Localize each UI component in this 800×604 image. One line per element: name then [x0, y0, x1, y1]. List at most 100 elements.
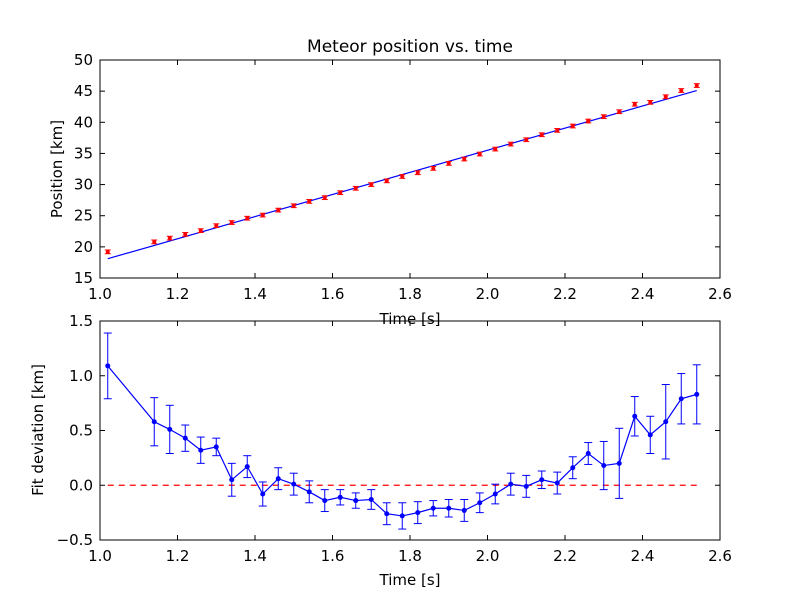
deviation-point	[554, 480, 560, 486]
position-point	[555, 128, 560, 133]
x-tick-label: 2.6	[708, 547, 732, 565]
position-point	[400, 174, 405, 179]
position-point	[524, 137, 529, 142]
deviation-point	[353, 498, 359, 504]
x-tick-label: 1.6	[321, 285, 345, 303]
deviation-x-axis-label: Time [s]	[379, 571, 441, 589]
x-tick-label: 1.8	[398, 547, 422, 565]
position-chart-title: Meteor position vs. time	[307, 37, 513, 57]
deviation-point	[167, 426, 173, 432]
position-point	[369, 182, 374, 187]
position-point	[617, 109, 622, 114]
position-point	[508, 142, 513, 147]
position-point	[415, 170, 420, 175]
x-tick-label: 2.4	[631, 547, 655, 565]
position-axes: 1.0 1.2 1.4 1.6 1.8 2.0 2.2 2.4 2.6 15 20 25 30 35 40 4…	[74, 51, 732, 303]
deviation-point	[260, 491, 266, 497]
deviation-point	[399, 513, 405, 519]
deviation-point	[461, 507, 467, 513]
x-tick-label: 1.0	[88, 547, 112, 565]
position-point	[322, 195, 327, 200]
position-point	[338, 190, 343, 195]
deviation-point	[151, 419, 157, 425]
deviation-point	[539, 477, 545, 483]
x-tick-label: 2.0	[476, 547, 500, 565]
position-point	[198, 228, 203, 233]
deviation-point	[229, 477, 235, 483]
position-point	[462, 157, 467, 162]
position-point	[632, 102, 637, 107]
deviation-point	[384, 511, 390, 517]
x-tick-label: 2.0	[476, 285, 500, 303]
deviation-point	[198, 447, 204, 453]
deviation-point	[694, 391, 700, 397]
deviation-point	[213, 444, 219, 450]
deviation-point	[446, 505, 452, 511]
deviation-point	[585, 450, 591, 456]
x-tick-label: 1.2	[166, 285, 190, 303]
x-tick-label: 1.4	[243, 547, 267, 565]
deviation-point	[647, 432, 653, 438]
position-y-axis-label: Position [km]	[48, 120, 66, 218]
deviation-point	[616, 460, 622, 466]
y-tick-label: 15	[74, 269, 93, 287]
position-point	[601, 114, 606, 119]
y-tick-label: 50	[74, 51, 93, 69]
deviation-point	[322, 498, 328, 504]
position-point	[307, 199, 312, 204]
deviation-point	[415, 510, 421, 516]
position-marks	[104, 83, 700, 260]
deviation-point	[291, 481, 297, 487]
position-point	[245, 216, 250, 221]
x-tick-label: 2.6	[708, 285, 732, 303]
deviation-point	[306, 489, 312, 495]
deviation-point	[492, 491, 498, 497]
x-tick-label: 1.4	[243, 285, 267, 303]
position-point	[586, 119, 591, 124]
x-tick-label: 2.2	[553, 285, 577, 303]
y-tick-label: −0.5	[57, 531, 93, 549]
position-point	[384, 178, 389, 183]
deviation-point	[570, 465, 576, 471]
y-tick-label: 30	[74, 176, 93, 194]
deviation-point	[601, 463, 607, 469]
position-point	[167, 236, 172, 241]
position-point	[229, 220, 234, 225]
position-point	[291, 203, 296, 208]
y-tick-label: 20	[74, 238, 93, 256]
deviation-panel: 1.0 1.2 1.4 1.6 1.8 2.0 2.2 2.4 2.6 −0.5 0.0 0.5 1.0…	[29, 312, 732, 589]
deviation-point	[337, 494, 343, 500]
position-point	[214, 223, 219, 228]
y-tick-label: 0.5	[69, 422, 93, 440]
x-tick-label: 2.4	[631, 285, 655, 303]
deviation-point	[275, 476, 281, 482]
deviation-y-axis-label: Fit deviation [km]	[29, 364, 47, 496]
position-point	[105, 249, 110, 254]
position-point	[539, 132, 544, 137]
y-tick-label: 40	[74, 113, 93, 131]
y-tick-label: 1.5	[69, 312, 93, 330]
position-point	[152, 239, 157, 244]
deviation-point	[368, 496, 374, 502]
position-point	[353, 186, 358, 191]
x-tick-label: 1.8	[398, 285, 422, 303]
deviation-point	[508, 481, 514, 487]
position-point	[276, 208, 281, 213]
y-tick-label: 45	[74, 82, 93, 100]
y-tick-label: 25	[74, 207, 93, 225]
position-point	[679, 88, 684, 93]
position-point	[183, 232, 188, 237]
y-tick-label: 0.0	[69, 476, 93, 494]
position-panel: 1.0 1.2 1.4 1.6 1.8 2.0 2.2 2.4 2.6 15 20 25 30 35 40 4…	[48, 37, 732, 328]
x-tick-label: 1.2	[166, 547, 190, 565]
position-point	[570, 124, 575, 129]
position-point	[694, 83, 699, 88]
deviation-point	[678, 396, 684, 402]
position-point	[431, 166, 436, 171]
deviation-point	[523, 483, 529, 489]
deviation-point	[244, 464, 250, 470]
deviation-axes: 1.0 1.2 1.4 1.6 1.8 2.0 2.2 2.4 2.6 −0.5 0.0 0.5 1.0…	[57, 312, 732, 565]
